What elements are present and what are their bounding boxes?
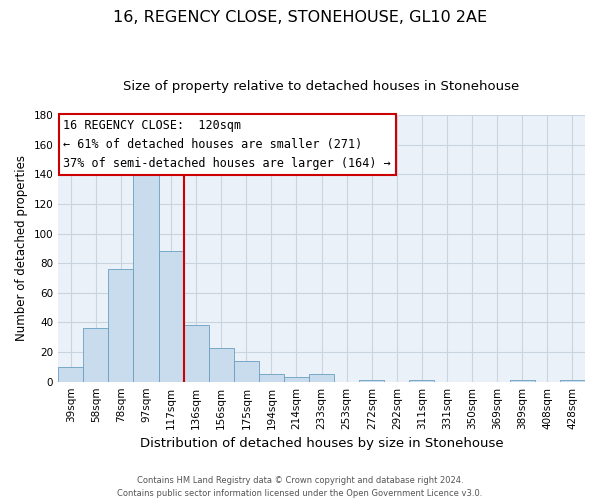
Title: Size of property relative to detached houses in Stonehouse: Size of property relative to detached ho… <box>124 80 520 93</box>
Y-axis label: Number of detached properties: Number of detached properties <box>15 156 28 342</box>
Bar <box>409 380 434 382</box>
Bar <box>158 252 184 382</box>
Bar <box>209 348 234 382</box>
Bar <box>133 168 158 382</box>
Bar <box>234 361 259 382</box>
Bar <box>259 374 284 382</box>
X-axis label: Distribution of detached houses by size in Stonehouse: Distribution of detached houses by size … <box>140 437 503 450</box>
Bar <box>510 380 535 382</box>
Bar <box>109 269 133 382</box>
Text: 16, REGENCY CLOSE, STONEHOUSE, GL10 2AE: 16, REGENCY CLOSE, STONEHOUSE, GL10 2AE <box>113 10 487 25</box>
Bar <box>359 380 385 382</box>
Bar <box>309 374 334 382</box>
Bar <box>560 380 585 382</box>
Bar <box>284 377 309 382</box>
Text: 16 REGENCY CLOSE:  120sqm
← 61% of detached houses are smaller (271)
37% of semi: 16 REGENCY CLOSE: 120sqm ← 61% of detach… <box>64 119 391 170</box>
Text: Contains HM Land Registry data © Crown copyright and database right 2024.
Contai: Contains HM Land Registry data © Crown c… <box>118 476 482 498</box>
Bar <box>184 326 209 382</box>
Bar <box>83 328 109 382</box>
Bar <box>58 367 83 382</box>
